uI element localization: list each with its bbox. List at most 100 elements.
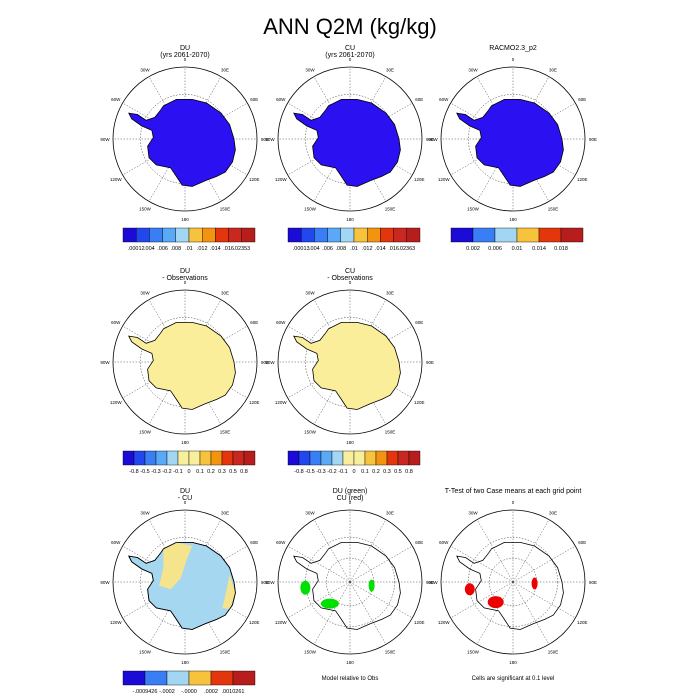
meridian-line <box>313 581 351 645</box>
colorbar-box <box>397 450 410 466</box>
longitude-label: 120E <box>249 400 260 405</box>
longitude-label: 0 <box>184 500 187 505</box>
longitude-label: 120W <box>110 400 123 405</box>
longitude-label: 90E <box>426 360 434 365</box>
colorbar-label: 0.2 <box>372 469 380 475</box>
longitude-label: 30E <box>386 291 394 296</box>
longitude-label: 150W <box>304 649 317 654</box>
panel-title: DU <box>179 45 191 52</box>
colorbar-box <box>201 227 216 243</box>
colorbar-label: 0.5 <box>394 469 402 475</box>
longitude-label: 120W <box>275 400 288 405</box>
colorbar-box <box>232 670 256 686</box>
positive-diff-region <box>159 542 193 590</box>
panel-subtitle: (yrs 2061-2070) <box>325 52 375 59</box>
panel-subtitle: - Observations <box>162 275 208 282</box>
colorbar-label: -0.8 <box>129 469 138 475</box>
longitude-label: 150W <box>139 206 152 211</box>
colorbar-box <box>162 227 176 243</box>
longitude-label: 90W <box>265 580 275 585</box>
longitude-label: 150E <box>385 649 396 654</box>
colorbar-box <box>380 227 394 243</box>
colorbar-box <box>340 227 355 243</box>
colorbar-label: .008 <box>335 246 346 252</box>
colorbar-label: .00013 <box>293 246 310 252</box>
colorbar-label: .004 <box>309 246 320 252</box>
longitude-label: 60W <box>439 540 449 545</box>
meridian-line <box>512 581 550 645</box>
longitude-label: 120W <box>275 620 288 625</box>
polar-map: 0 30E 60E 90E 120E 150E 180 150W 120W 90W 60W 30W <box>428 500 597 665</box>
colorbar-label: -0.1 <box>173 469 182 475</box>
colorbar-label: .01 <box>185 246 193 252</box>
longitude-label: 60E <box>415 97 423 102</box>
longitude-label: 150E <box>220 649 231 654</box>
colorbar-box <box>232 450 245 466</box>
colorbar-label: .014 <box>210 246 221 252</box>
colorbar-box <box>133 450 146 466</box>
colorbar-box <box>149 227 163 243</box>
colorbar-label: -.0000 <box>181 689 197 695</box>
significance-region <box>320 598 339 609</box>
meridian-line <box>476 581 514 645</box>
longitude-label: 0 <box>512 57 515 62</box>
longitude-label: 60W <box>276 97 286 102</box>
colorbar-box <box>327 227 341 243</box>
colorbar-box <box>177 450 190 466</box>
colorbar-box <box>199 450 212 466</box>
longitude-label: 90W <box>428 580 438 585</box>
colorbar-label: .016 <box>388 246 399 252</box>
panel-title: CU <box>344 268 356 275</box>
longitude-label: 120E <box>414 400 425 405</box>
colorbar-box <box>136 227 150 243</box>
colorbar-label: .00012 <box>128 246 145 252</box>
panel-title: T-Test of two Case means at each grid po… <box>444 488 582 495</box>
colorbar-label: .006 <box>322 246 333 252</box>
colorbar-svg: -0.8 -0.5 -0.3 -0.2 -0.1 0 0.1 0.2 0.3 0.5 0.8 <box>122 450 256 475</box>
panel-title: RACMO2.3_p2 <box>489 45 537 52</box>
longitude-label: 150E <box>385 429 396 434</box>
longitude-label: 150W <box>467 649 480 654</box>
colorbar-box <box>301 227 315 243</box>
significance-region <box>368 579 375 592</box>
longitude-label: 120W <box>110 620 123 625</box>
colorbar-svg: .00012.004.006.008 .01 .012.014.016.02353 <box>122 227 256 252</box>
colorbar-label: 0.8 <box>405 469 413 475</box>
colorbar-box <box>166 450 179 466</box>
meridian-line <box>512 581 576 619</box>
colorbar-label: .014 <box>375 246 386 252</box>
colorbar: -0.8 -0.5 -0.3 -0.2 -0.1 0 0.1 0.2 0.3 0.5 0.8 <box>118 450 260 480</box>
colorbar-box <box>210 670 234 686</box>
colorbar-label: .006 <box>157 246 168 252</box>
colorbar-label: .02353 <box>233 246 250 252</box>
longitude-label: 30W <box>468 511 478 516</box>
meridian-line <box>349 581 387 645</box>
antarctica-land <box>128 322 236 410</box>
longitude-label: 120W <box>275 177 288 182</box>
colorbar-label: .01 <box>350 246 358 252</box>
longitude-label: 90E <box>261 360 269 365</box>
longitude-label: 60W <box>276 540 286 545</box>
colorbar-label: .02363 <box>398 246 415 252</box>
colorbar-box <box>155 450 168 466</box>
colorbar-label: .012 <box>362 246 373 252</box>
longitude-label: 150W <box>304 206 317 211</box>
colorbar-box <box>243 450 256 466</box>
colorbar-label: .0002 <box>204 689 218 695</box>
colorbar-label: .012 <box>197 246 208 252</box>
longitude-label: 60E <box>578 97 586 102</box>
longitude-label: 90E <box>426 137 434 142</box>
colorbar-svg: 0.002 0.006 0.01 0.014 0.018 <box>450 227 584 252</box>
longitude-label: 30W <box>140 511 150 516</box>
longitude-label: 30W <box>140 291 150 296</box>
longitude-label: 30E <box>386 511 394 516</box>
colorbar-box <box>215 227 229 243</box>
longitude-label: 30E <box>549 511 557 516</box>
colorbar-label: 0.1 <box>196 469 204 475</box>
colorbar-box <box>393 227 407 243</box>
colorbar-label: 0 <box>187 469 190 475</box>
longitude-label: 60E <box>250 320 258 325</box>
longitude-label: 60E <box>415 320 423 325</box>
coastline <box>128 542 236 630</box>
